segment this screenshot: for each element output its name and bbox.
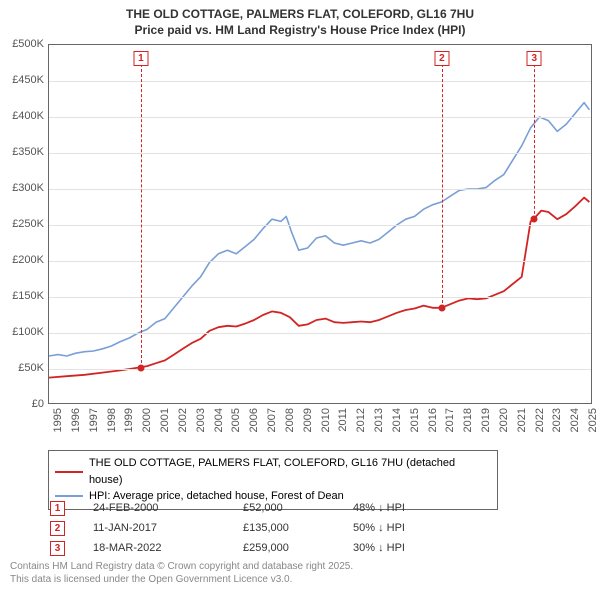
xtick-label: 1996 — [70, 408, 82, 432]
gridline-h — [49, 81, 591, 82]
sales-pct-vs-hpi: 50% ↓ HPI — [353, 522, 463, 534]
sale-marker-dot — [438, 304, 445, 311]
xtick-label: 2011 — [337, 408, 349, 432]
sale-marker-flag: 3 — [527, 51, 542, 66]
xtick-label: 2023 — [551, 408, 563, 432]
chart-title-line2: Price paid vs. HM Land Registry's House … — [0, 22, 600, 38]
xtick-label: 2010 — [320, 408, 332, 432]
sale-marker-line — [442, 59, 443, 308]
sales-row: 2 11-JAN-2017£135,00050% ↓ HPI — [50, 518, 463, 538]
footer-line2: This data is licensed under the Open Gov… — [10, 574, 353, 587]
xtick-label: 2001 — [159, 408, 171, 432]
sale-marker-flag: 2 — [434, 51, 449, 66]
sales-row: 3 18-MAR-2022£259,00030% ↓ HPI — [50, 538, 463, 558]
xtick-label: 2018 — [462, 408, 474, 432]
sales-table: 1 24-FEB-2000£52,00048% ↓ HPI 2 11-JAN-2017… — [50, 498, 463, 558]
ytick-label: £450K — [0, 74, 44, 86]
ytick-label: £200K — [0, 254, 44, 266]
sales-price: £135,000 — [243, 522, 353, 534]
gridline-h — [49, 189, 591, 190]
gridline-h — [49, 333, 591, 334]
xtick-label: 2021 — [516, 408, 528, 432]
xtick-label: 2006 — [248, 408, 260, 432]
ytick-label: £100K — [0, 326, 44, 338]
xtick-label: 1998 — [106, 408, 118, 432]
xtick-label: 2017 — [444, 408, 456, 432]
sales-row: 1 24-FEB-2000£52,00048% ↓ HPI — [50, 498, 463, 518]
xtick-label: 2000 — [141, 408, 153, 432]
xtick-label: 2004 — [213, 408, 225, 432]
xtick-label: 2013 — [373, 408, 385, 432]
xtick-label: 1997 — [88, 408, 100, 432]
sales-price: £52,000 — [243, 502, 353, 514]
chart-title-line1: THE OLD COTTAGE, PALMERS FLAT, COLEFORD,… — [0, 6, 600, 22]
sales-date: 18-MAR-2022 — [93, 542, 243, 554]
sale-marker-line — [534, 59, 535, 219]
xtick-label: 2007 — [266, 408, 278, 432]
sales-badge: 2 — [50, 521, 65, 536]
xtick-label: 2005 — [230, 408, 242, 432]
chart-title-block: THE OLD COTTAGE, PALMERS FLAT, COLEFORD,… — [0, 0, 600, 38]
ytick-label: £50K — [0, 362, 44, 374]
xtick-label: 2024 — [569, 408, 581, 432]
gridline-h — [49, 297, 591, 298]
xtick-label: 2002 — [177, 408, 189, 432]
sales-date: 24-FEB-2000 — [93, 502, 243, 514]
sale-marker-flag: 1 — [133, 51, 148, 66]
chart-container: 123 £0£50K£100K£150K£200K£250K£300K£350K… — [8, 44, 592, 444]
xtick-label: 2014 — [391, 408, 403, 432]
legend-swatch — [55, 495, 83, 497]
xtick-label: 1995 — [52, 408, 64, 432]
xtick-label: 2020 — [498, 408, 510, 432]
xtick-label: 2003 — [195, 408, 207, 432]
footer-line1: Contains HM Land Registry data © Crown c… — [10, 561, 353, 574]
series-hpi — [49, 103, 589, 356]
gridline-h — [49, 261, 591, 262]
ytick-label: £400K — [0, 110, 44, 122]
gridline-h — [49, 153, 591, 154]
sale-marker-line — [141, 59, 142, 368]
ytick-label: £300K — [0, 182, 44, 194]
gridline-h — [49, 369, 591, 370]
xtick-label: 2009 — [302, 408, 314, 432]
sales-pct-vs-hpi: 30% ↓ HPI — [353, 542, 463, 554]
plot-area: 1 2 3 — [48, 44, 592, 404]
xtick-label: 2008 — [284, 408, 296, 432]
xtick-label: 1999 — [123, 408, 135, 432]
sales-date: 11-JAN-2017 — [93, 522, 243, 534]
sales-price: £259,000 — [243, 542, 353, 554]
ytick-label: £350K — [0, 146, 44, 158]
xtick-label: 2015 — [409, 408, 421, 432]
ytick-label: £250K — [0, 218, 44, 230]
ytick-label: £150K — [0, 290, 44, 302]
xtick-label: 2012 — [355, 408, 367, 432]
legend-swatch — [55, 471, 83, 473]
sales-pct-vs-hpi: 48% ↓ HPI — [353, 502, 463, 514]
ytick-label: £0 — [0, 398, 44, 410]
legend-row: THE OLD COTTAGE, PALMERS FLAT, COLEFORD,… — [55, 455, 491, 488]
sale-marker-dot — [531, 215, 538, 222]
sales-badge: 3 — [50, 541, 65, 556]
legend-label: THE OLD COTTAGE, PALMERS FLAT, COLEFORD,… — [89, 455, 491, 488]
sale-marker-dot — [137, 364, 144, 371]
xtick-label: 2016 — [427, 408, 439, 432]
xtick-label: 2025 — [587, 408, 599, 432]
footer-note: Contains HM Land Registry data © Crown c… — [10, 561, 353, 586]
ytick-label: £500K — [0, 38, 44, 50]
xtick-label: 2022 — [534, 408, 546, 432]
gridline-h — [49, 117, 591, 118]
gridline-h — [49, 225, 591, 226]
sales-badge: 1 — [50, 501, 65, 516]
xtick-label: 2019 — [480, 408, 492, 432]
